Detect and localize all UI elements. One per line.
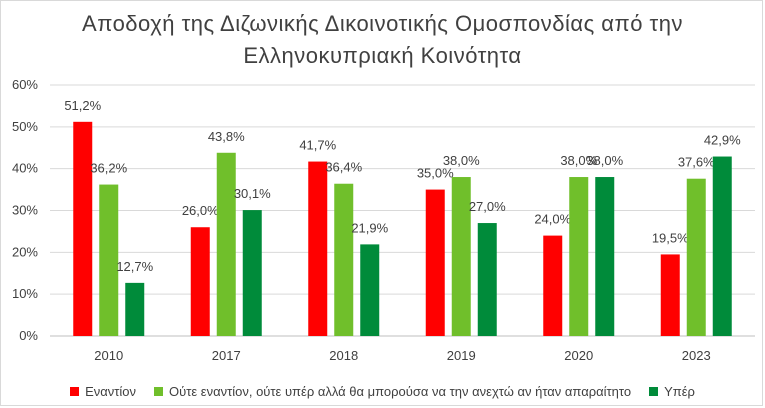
x-tick-label: 2020 (564, 348, 593, 363)
bar (712, 156, 732, 336)
data-label: 21,9% (351, 220, 388, 235)
data-label: 51,2% (64, 98, 101, 113)
data-label: 38,0% (586, 153, 623, 168)
bar (451, 177, 471, 336)
x-tick-label: 2017 (212, 348, 241, 363)
x-tick-label: 2019 (447, 348, 476, 363)
x-tick-label: 2023 (682, 348, 711, 363)
y-tick-label: 0% (19, 328, 38, 343)
chart-title-line-2: Ελληνοκυπριακή Κοινότητα (243, 43, 522, 68)
data-label: 37,6% (678, 155, 715, 170)
legend-item-against: Εναντίον (70, 384, 136, 399)
data-label: 43,8% (208, 129, 245, 144)
x-tick-label: 2010 (94, 348, 123, 363)
bar (125, 282, 145, 336)
bar (477, 223, 497, 336)
bar (334, 183, 354, 336)
y-tick-label: 50% (12, 119, 38, 134)
chart-title: Αποδοχή της Διζωνικής Δικοινοτικής Ομοσπ… (0, 8, 765, 72)
data-label: 41,7% (299, 138, 336, 153)
data-label: 12,7% (116, 259, 153, 274)
data-label: 36,2% (90, 161, 127, 176)
bar (73, 121, 93, 337)
bar (308, 161, 328, 336)
bar (569, 177, 589, 336)
data-label: 36,4% (325, 160, 362, 175)
y-tick-label: 20% (12, 244, 38, 259)
x-tick-label: 2018 (329, 348, 358, 363)
bar (595, 177, 615, 336)
legend-swatch-for (649, 386, 659, 396)
data-label: 19,5% (652, 230, 689, 245)
bar (190, 227, 210, 336)
data-label: 38,0% (443, 153, 480, 168)
data-label: 24,0% (534, 212, 571, 227)
bar (686, 178, 706, 336)
data-label: 38,0% (560, 153, 597, 168)
y-tick-label: 30% (12, 203, 38, 218)
legend-label-against: Εναντίον (85, 383, 137, 399)
data-label: 42,9% (704, 133, 741, 148)
legend-swatch-neutral (154, 386, 164, 396)
data-label: 27,0% (469, 199, 506, 214)
bar (543, 235, 563, 336)
legend-label-for: Υπέρ (664, 383, 695, 399)
bar (216, 152, 236, 336)
legend-item-neutral: Ούτε εναντίον, ούτε υπέρ αλλά θα μπορούσ… (154, 384, 631, 399)
chart-title-line-1: Αποδοχή της Διζωνικής Δικοινοτικής Ομοσπ… (82, 11, 683, 36)
data-label: 30,1% (234, 186, 271, 201)
y-tick-label: 40% (12, 161, 38, 176)
y-tick-label: 10% (12, 286, 38, 301)
chart-legend: Εναντίον Ούτε εναντίον, ούτε υπέρ αλλά θ… (0, 382, 765, 400)
bar (660, 254, 680, 336)
y-tick-label: 60% (12, 77, 38, 92)
bar (360, 244, 380, 336)
bar (242, 210, 262, 336)
legend-swatch-against (70, 386, 80, 396)
data-label: 26,0% (182, 203, 219, 218)
legend-item-for: Υπέρ (649, 384, 695, 399)
data-label: 35,0% (417, 166, 454, 181)
legend-label-neutral: Ούτε εναντίον, ούτε υπέρ αλλά θα μπορούσ… (169, 383, 632, 399)
bar (99, 184, 119, 336)
bar (425, 189, 445, 336)
